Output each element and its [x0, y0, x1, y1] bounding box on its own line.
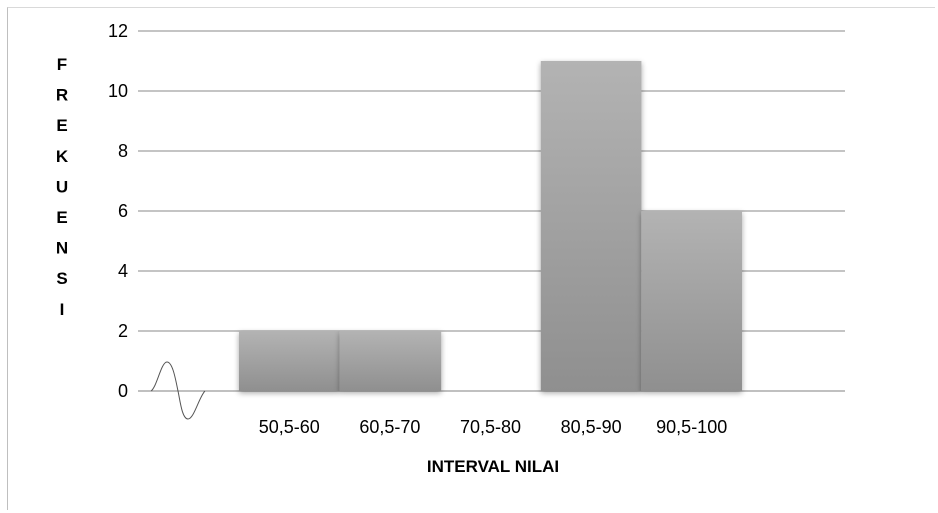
y-axis-title-letter: U	[56, 177, 68, 196]
y-tick-label: 10	[108, 81, 128, 101]
y-axis-title-letter: I	[60, 300, 65, 319]
bar-60,5-70	[339, 331, 442, 391]
chart-frame	[7, 7, 935, 510]
bar-80,5-90	[540, 61, 642, 391]
bar-90,5-100	[641, 211, 742, 391]
y-tick-label: 4	[118, 261, 128, 281]
bar-50,5-60	[239, 331, 340, 391]
y-tick-label: 0	[118, 381, 128, 401]
y-axis-title-letter: N	[56, 239, 68, 258]
y-axis-title-letter: E	[56, 208, 67, 227]
y-tick-label: 8	[118, 141, 128, 161]
y-axis-title-letter: E	[56, 116, 67, 135]
y-axis-title-letter: F	[57, 55, 67, 74]
wavy-line-icon	[150, 361, 206, 420]
x-axis-title: INTERVAL NILAI	[427, 457, 559, 476]
y-axis-title-letter: K	[56, 147, 69, 166]
x-tick-label: 50,5-60	[259, 417, 320, 437]
bars	[239, 61, 742, 391]
x-tick-label: 80,5-90	[561, 417, 622, 437]
x-tick-label: 70,5-80	[460, 417, 521, 437]
y-tick-label: 2	[118, 321, 128, 341]
x-tick-label: 90,5-100	[656, 417, 727, 437]
y-axis-title-letter: R	[56, 86, 68, 105]
y-tick-label: 6	[118, 201, 128, 221]
y-axis-title-letter: S	[56, 269, 67, 288]
y-tick-label: 12	[108, 21, 128, 41]
y-tick-labels: 0 2 4 6 8 10 12	[108, 21, 128, 401]
x-tick-label: 60,5-70	[359, 417, 420, 437]
x-tick-labels: 50,5-60 60,5-70 70,5-80 80,5-90 90,5-100	[259, 417, 727, 437]
